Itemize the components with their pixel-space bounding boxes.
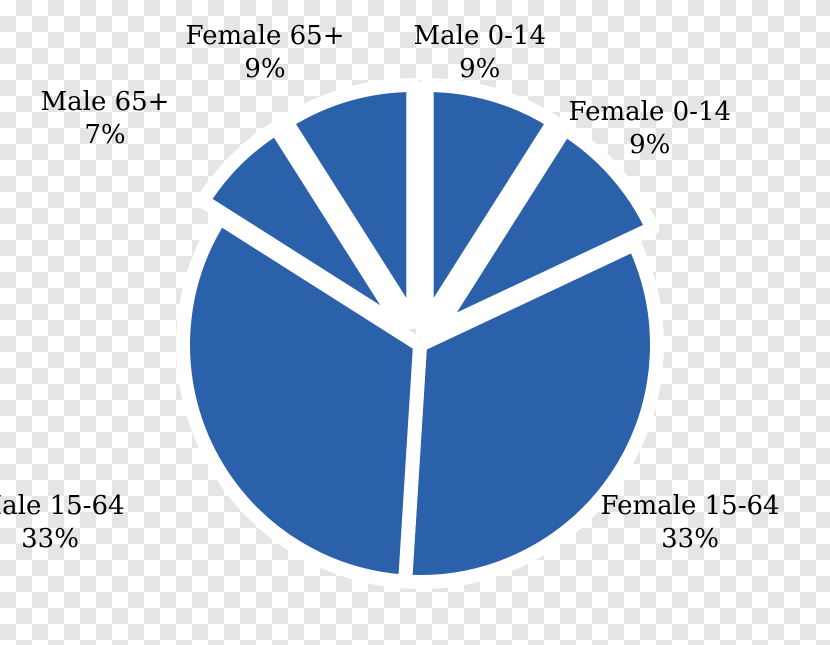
slice-label: Female 65+9% (186, 20, 345, 85)
slice-label: Male 0-149% (414, 20, 547, 85)
slice-label: Male 65+7% (41, 86, 170, 151)
slice-label-pct: 9% (414, 53, 547, 86)
slice-label: Female 15-6433% (601, 490, 780, 555)
slice-label-pct: 33% (601, 523, 780, 556)
slice-label-pct: 7% (41, 119, 170, 152)
slice-label-pct: 9% (186, 53, 345, 86)
slice-label-text: Male 15-64 (0, 490, 125, 523)
slice-label-pct: 33% (0, 523, 125, 556)
chart-canvas: Male 0-149%Female 0-149%Female 15-6433%M… (0, 0, 830, 645)
slice-label-pct: 9% (569, 129, 732, 162)
slice-label-text: Female 0-14 (569, 96, 732, 129)
slice-label-text: Female 15-64 (601, 490, 780, 523)
slice-label-text: Male 65+ (41, 86, 170, 119)
slice-label-text: Female 65+ (186, 20, 345, 53)
slice-label-text: Male 0-14 (414, 20, 547, 53)
slice-label: Female 0-149% (569, 96, 732, 161)
slice-label: Male 15-6433% (0, 490, 125, 555)
